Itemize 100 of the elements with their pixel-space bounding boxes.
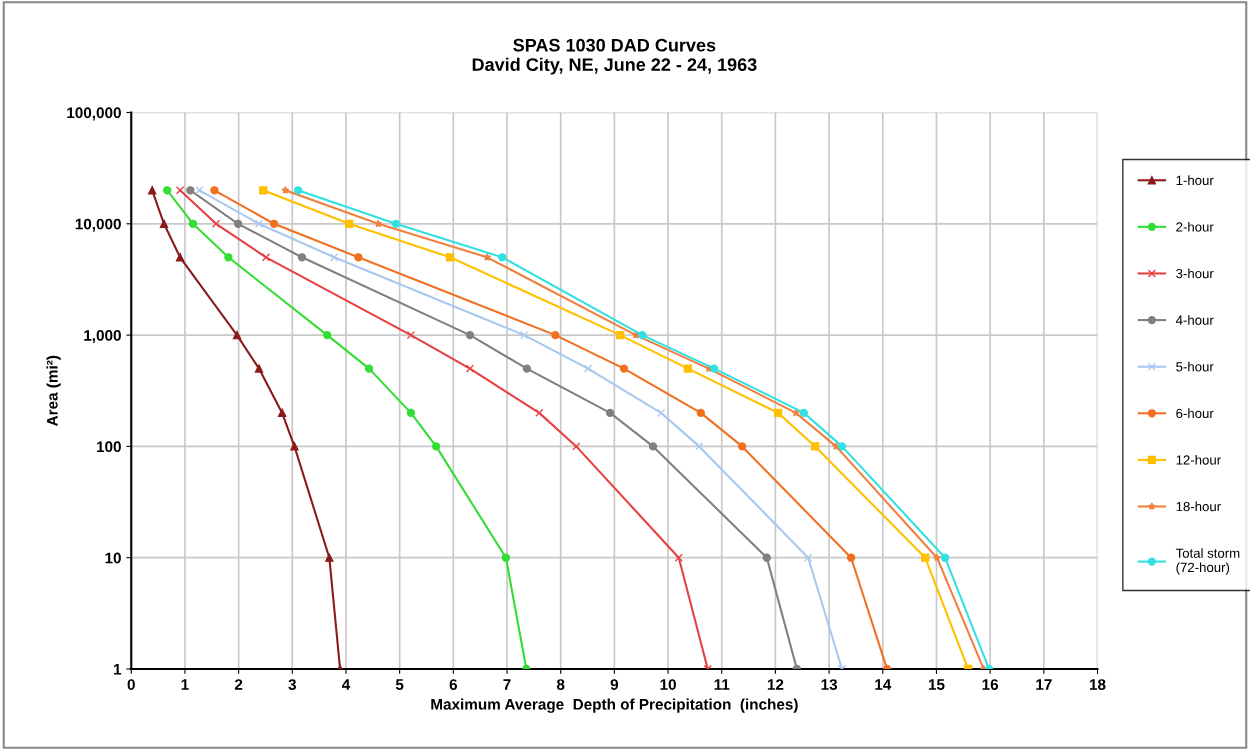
y-tick-label: 100,000	[67, 107, 121, 121]
point	[583, 364, 593, 373]
point	[695, 442, 704, 451]
point	[465, 364, 475, 373]
point	[391, 219, 401, 228]
y-tick-label: 100	[97, 441, 121, 453]
point	[520, 330, 529, 340]
point	[269, 219, 279, 228]
point	[572, 442, 581, 451]
point	[224, 253, 233, 262]
x-tick-label: 11	[714, 679, 730, 690]
point	[616, 330, 625, 340]
point	[148, 186, 157, 195]
point	[431, 442, 441, 451]
point	[354, 253, 363, 262]
point	[277, 408, 287, 418]
point	[188, 219, 198, 228]
y-tick-label: 10,000	[75, 218, 121, 232]
x-tick-label: 3	[288, 679, 296, 690]
point	[656, 408, 666, 418]
point	[210, 186, 219, 195]
legend-label: 18-hour	[1176, 501, 1221, 512]
y-tick-label: 1	[113, 664, 122, 675]
point	[195, 186, 204, 195]
point	[683, 364, 693, 373]
point	[737, 442, 747, 451]
point	[638, 330, 647, 340]
point	[259, 186, 268, 195]
legend-label: 3-hour	[1176, 268, 1214, 279]
point	[762, 553, 771, 562]
x-tick-label: 5	[395, 679, 404, 690]
legend-label: 1-hour	[1176, 175, 1214, 186]
legend-label: 6-hour	[1176, 408, 1214, 419]
point	[406, 330, 416, 340]
point	[498, 253, 507, 262]
point	[921, 553, 930, 562]
point	[501, 553, 511, 562]
x-tick-label: 12	[767, 679, 784, 690]
point	[163, 186, 172, 195]
x-axis-title: Maximum Average Depth of Precipitation (inches)	[431, 698, 798, 713]
point	[325, 553, 334, 562]
legend-label: 2-hour	[1176, 221, 1214, 232]
point	[297, 253, 307, 262]
x-tick-label: 8	[556, 679, 565, 690]
x-tick-label: 16	[982, 679, 999, 690]
point	[232, 330, 242, 340]
point	[773, 408, 783, 418]
point	[710, 364, 719, 373]
point	[175, 186, 185, 195]
point	[323, 330, 332, 340]
x-tick-label: 4	[341, 679, 351, 690]
x-tick-label: 17	[1036, 679, 1052, 690]
x-tick-label: 7	[503, 679, 511, 690]
point	[364, 364, 374, 373]
point	[445, 253, 455, 262]
x-tick-label: 18	[1089, 679, 1106, 690]
point	[940, 553, 950, 562]
point	[290, 442, 299, 451]
legend-label: Total storm (72-hour)	[1175, 548, 1240, 575]
point	[803, 553, 813, 562]
point	[159, 219, 169, 228]
point	[186, 186, 195, 195]
point	[648, 442, 658, 451]
point	[535, 408, 544, 418]
point	[791, 408, 800, 417]
x-tick-label: 0	[127, 679, 135, 690]
point	[254, 219, 264, 228]
point	[329, 253, 339, 262]
x-tick-label: 1	[181, 679, 189, 690]
chart-title: SPAS 1030 DAD Curves David City, NE, June 22 - 24, 1963	[472, 38, 757, 75]
point	[281, 186, 290, 194]
y-tick-label: 10	[105, 552, 121, 564]
x-tick-label: 15	[928, 679, 945, 690]
x-tick-label: 6	[449, 679, 458, 690]
y-axis-title: Area (mi²)	[46, 355, 61, 427]
point	[551, 330, 560, 340]
point	[605, 408, 615, 418]
y-tick-label: 1,000	[84, 329, 121, 343]
x-tick-label: 13	[821, 679, 838, 690]
point	[465, 330, 475, 340]
point	[799, 408, 809, 418]
point	[294, 186, 303, 195]
x-tick-label: 10	[660, 679, 676, 690]
point	[846, 553, 856, 562]
point	[345, 219, 354, 228]
x-tick-label: 9	[610, 679, 619, 690]
point	[254, 364, 264, 373]
point	[406, 408, 416, 418]
point	[837, 442, 847, 451]
x-tick-label: 2	[234, 679, 243, 690]
point	[374, 219, 383, 228]
legend-label: 12-hour	[1176, 454, 1221, 465]
point	[674, 553, 683, 562]
point	[211, 219, 221, 228]
point	[619, 364, 629, 373]
point	[522, 364, 532, 373]
legend-label: 5-hour	[1176, 361, 1214, 372]
point	[233, 219, 243, 228]
point	[810, 442, 820, 451]
x-tick-label: 14	[875, 679, 892, 690]
